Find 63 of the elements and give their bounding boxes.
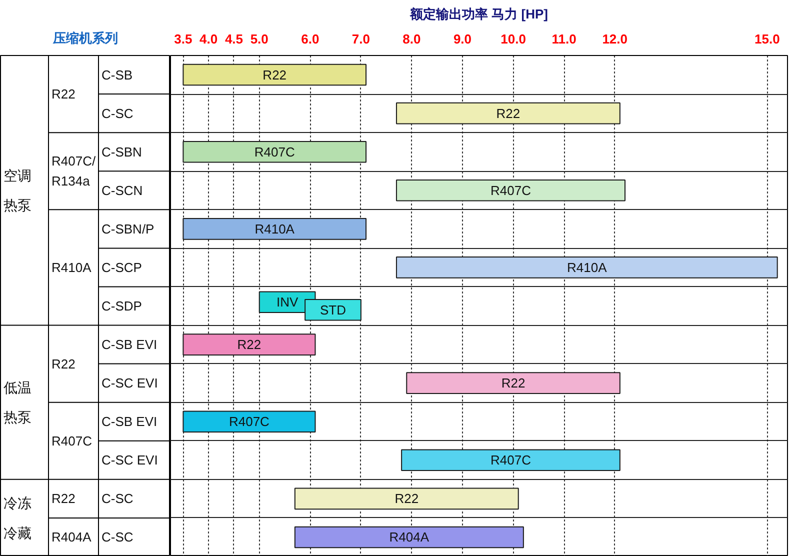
bar — [182, 334, 316, 356]
text: R22 — [52, 356, 76, 372]
bar — [396, 256, 778, 278]
bar — [396, 102, 620, 124]
y-tick-label: C-SC — [102, 106, 134, 121]
data-label: R410A — [567, 260, 608, 275]
x-tick-label: 4.5 — [224, 32, 244, 46]
data-label: R22 — [501, 376, 526, 391]
data-label: R404A — [389, 530, 430, 545]
text: 空调热泵 — [4, 168, 32, 214]
bar — [182, 140, 367, 163]
x-tick-label: 10.0 — [500, 32, 526, 46]
bar — [182, 410, 316, 433]
data-label: R22 — [262, 67, 287, 82]
bar — [294, 526, 524, 548]
y-tick-label: C-SDP — [102, 298, 142, 314]
data-label: INV — [276, 294, 298, 310]
x-tick-label: 12.0 — [602, 32, 628, 46]
x-tick-label: 5.0 — [250, 32, 268, 46]
bar — [294, 488, 519, 510]
data-label: R22 — [394, 491, 419, 506]
bar — [401, 449, 620, 472]
x-tick-label: 3.5 — [174, 32, 192, 46]
y-tick-label: C-SBN/P — [102, 221, 154, 236]
y-tick-label: C-SCN — [102, 182, 143, 198]
x-tick-label: 15.0 — [754, 32, 780, 46]
data-label: R410A — [254, 221, 295, 236]
x-tick-label: 7.0 — [352, 32, 370, 46]
y-axis-title: 压缩机系列 — [52, 30, 118, 46]
x-tick-label: 9.0 — [453, 32, 472, 46]
data-label: R22 — [496, 106, 520, 121]
y-tick-label: C-SC — [102, 530, 134, 545]
text: 冷冻冷藏 — [4, 495, 32, 541]
data-label: R22 — [237, 337, 262, 352]
x-tick-label: 4.0 — [200, 32, 218, 46]
x-tick-label: 6.0 — [301, 32, 320, 46]
x-axis-title: 额定输出功率 马力 [HP] — [409, 6, 548, 22]
bar — [182, 64, 367, 86]
bar — [406, 372, 620, 394]
data-label: R407C — [228, 414, 270, 430]
y-tick-label: C-SB EVI — [102, 414, 158, 430]
y-tick-label: C-SCP — [102, 260, 142, 275]
x-tick-label: 11.0 — [552, 32, 576, 46]
text: R407C/ R134a — [52, 153, 96, 189]
y-tick-label: C-SC — [102, 491, 134, 506]
text: R410A — [52, 260, 92, 275]
data-label: R407C — [254, 144, 295, 160]
text: R407C — [52, 433, 92, 448]
bar — [396, 179, 626, 202]
y-tick-label: C-SB EVI — [102, 337, 158, 352]
y-tick-label: C-SB — [102, 67, 133, 82]
data-label: R407C — [490, 182, 531, 198]
text: R22 — [52, 86, 76, 102]
y-tick-label: C-SBN — [102, 144, 142, 160]
text: 低温热泵 — [4, 380, 32, 426]
y-tick-label: C-SC EVI — [102, 376, 158, 391]
bar — [182, 218, 367, 240]
data-label: STD — [320, 302, 346, 318]
text: R22 — [52, 491, 76, 506]
data-label: R407C — [490, 452, 531, 468]
x-tick-label: 8.0 — [402, 32, 421, 46]
text: R404A — [52, 530, 92, 545]
y-tick-label: C-SC EVI — [102, 452, 158, 468]
